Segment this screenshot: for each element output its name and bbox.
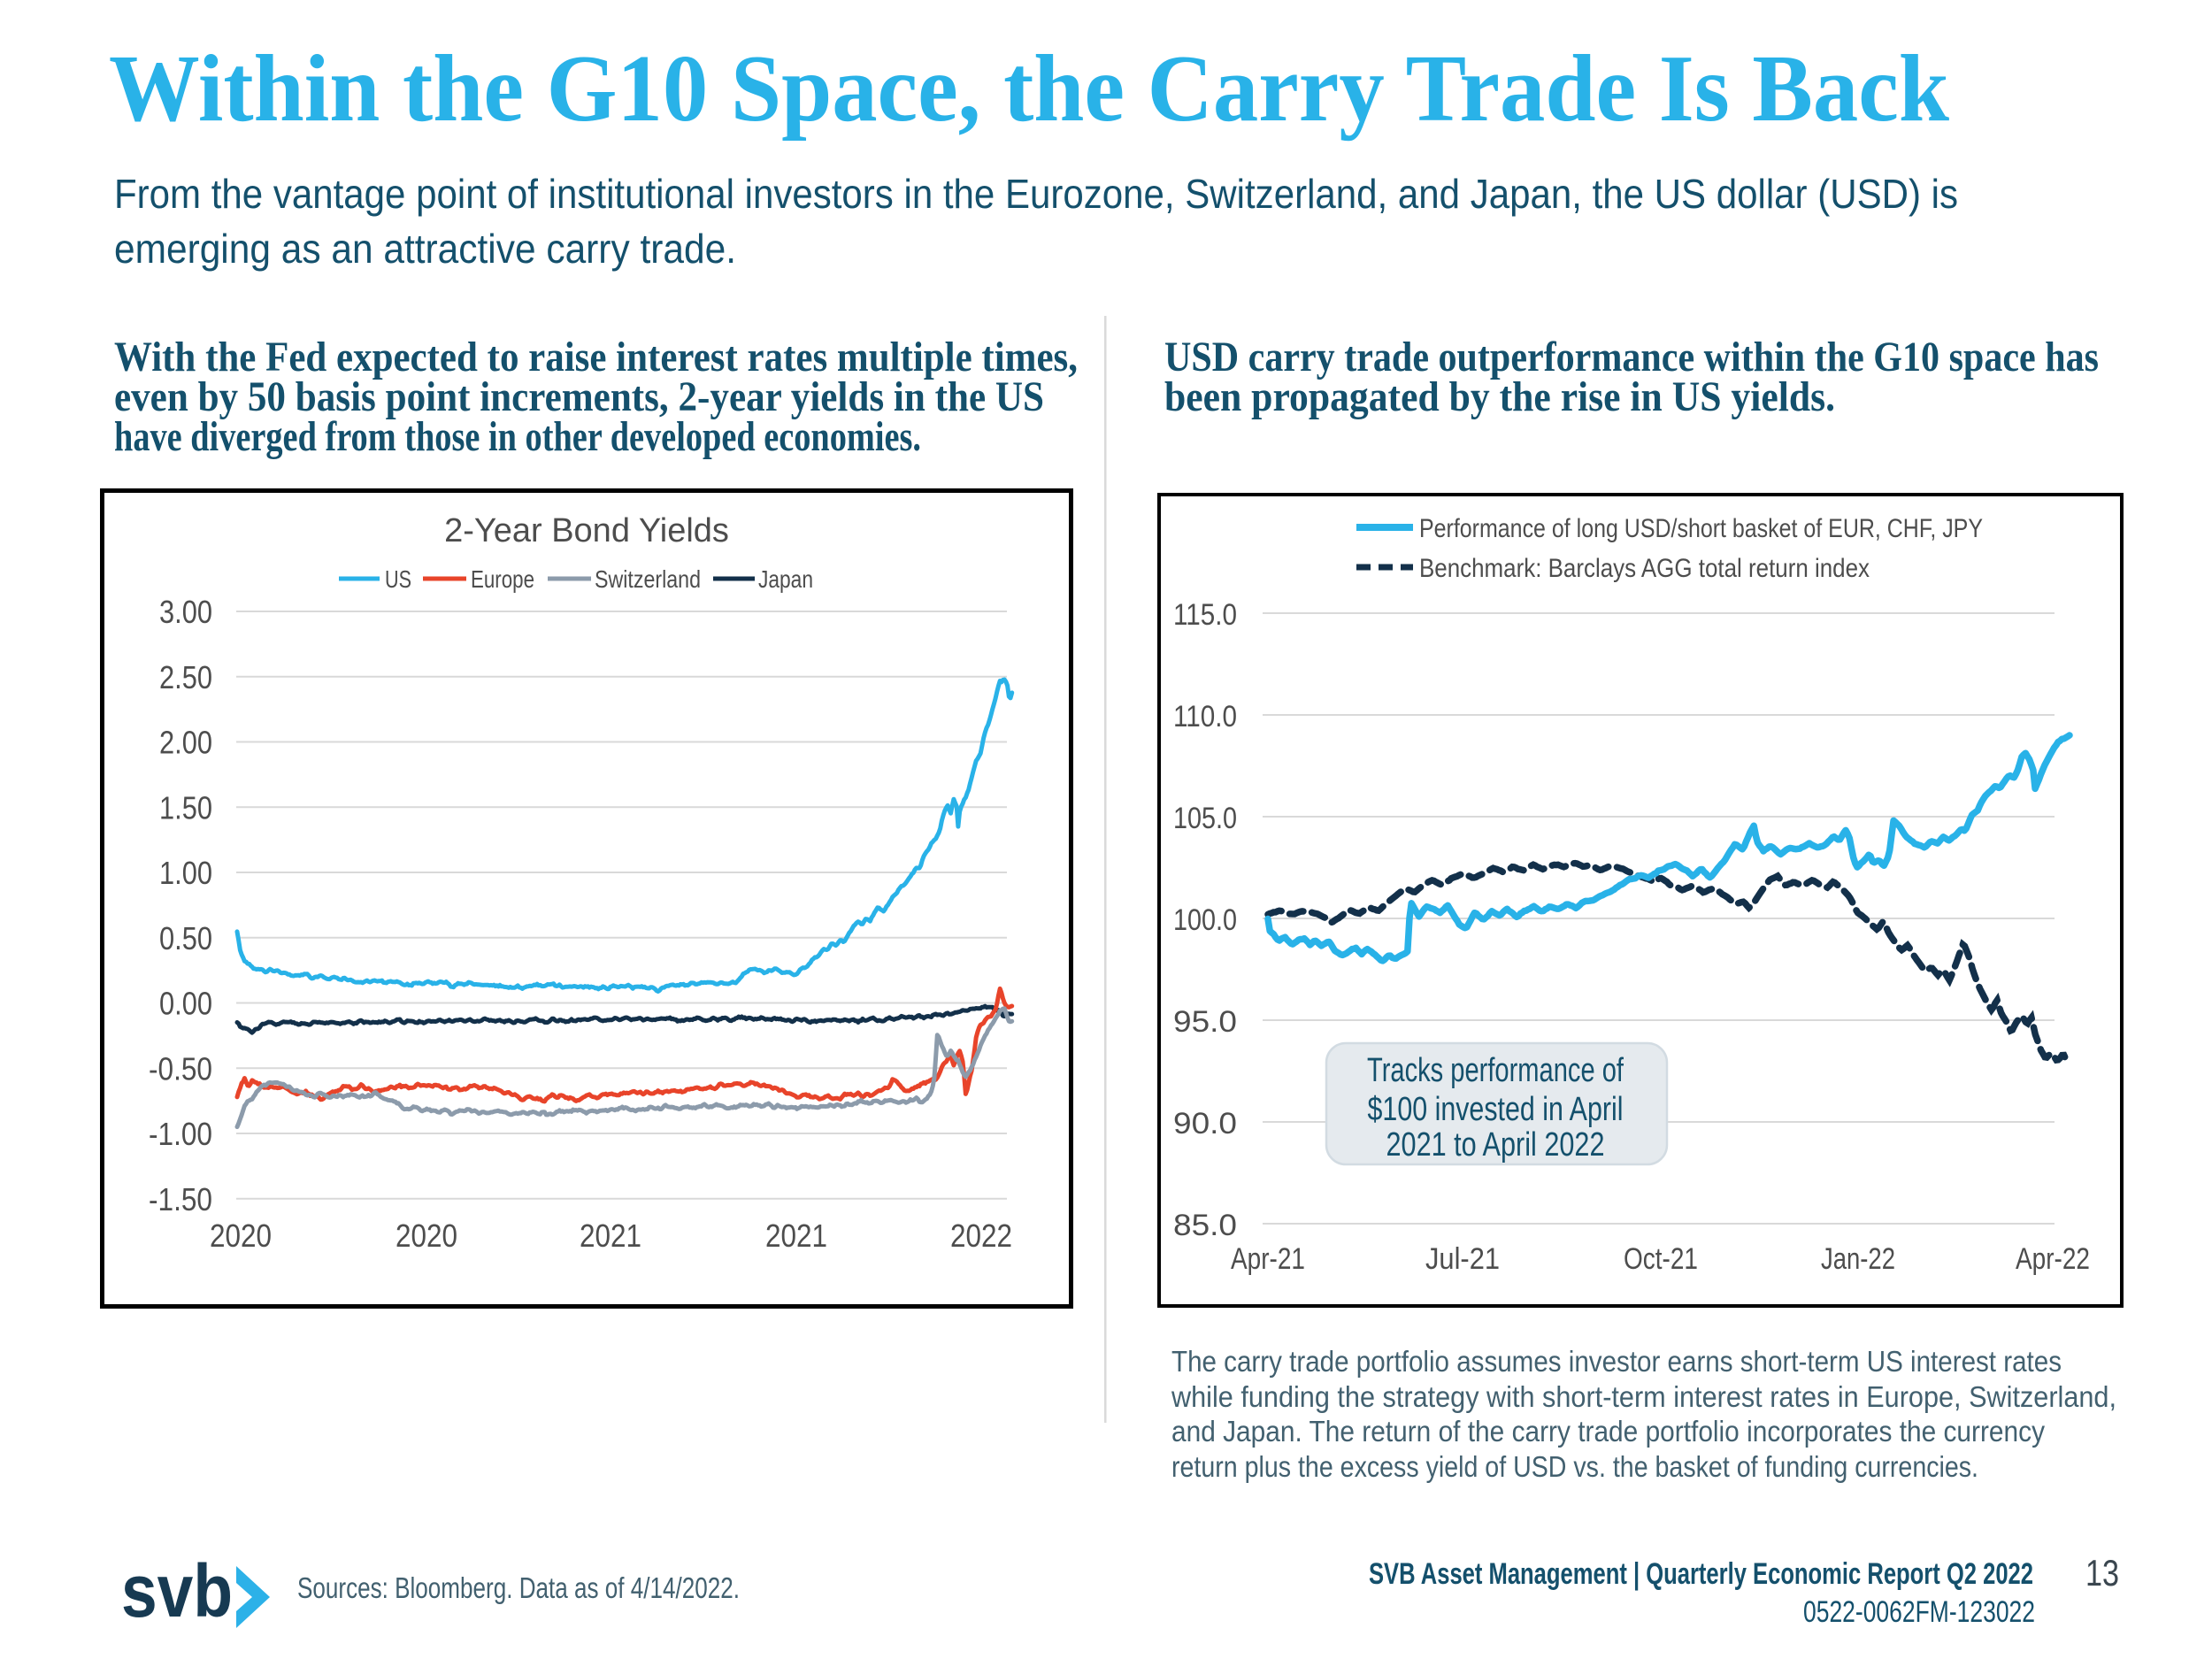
- svg-text:-0.50: -0.50: [149, 1050, 212, 1087]
- svg-text:2021: 2021: [765, 1217, 827, 1254]
- svg-text:-1.00: -1.00: [149, 1116, 212, 1152]
- svg-text:2022: 2022: [950, 1217, 1012, 1254]
- svg-text:105.0: 105.0: [1173, 802, 1237, 835]
- svg-text:95.0: 95.0: [1173, 1005, 1237, 1039]
- svg-text:1.00: 1.00: [159, 855, 212, 891]
- svg-text:0522-0062FM-123022: 0522-0062FM-123022: [1803, 1595, 2035, 1629]
- svg-text:Jul-21: Jul-21: [1425, 1242, 1500, 1276]
- svg-text:$100 invested in April: $100 invested in April: [1368, 1091, 1624, 1128]
- svg-text:have diverged from those in ot: have diverged from those in other develo…: [114, 413, 921, 460]
- svg-text:0.50: 0.50: [159, 920, 212, 956]
- svg-text:85.0: 85.0: [1173, 1209, 1237, 1242]
- svg-text:2.50: 2.50: [159, 659, 212, 695]
- svg-text:2020: 2020: [396, 1217, 457, 1254]
- svg-text:2021: 2021: [580, 1217, 641, 1254]
- svg-text:110.0: 110.0: [1173, 700, 1237, 733]
- svg-text:2.00: 2.00: [159, 725, 212, 761]
- svg-text:even by 50 basis point increme: even by 50 basis point increments, 2-yea…: [114, 373, 1044, 420]
- svg-text:Within the G10 Space, the Carr: Within the G10 Space, the Carry Trade Is…: [109, 36, 1949, 142]
- svg-text:From the vantage point of inst: From the vantage point of institutional …: [114, 171, 1958, 217]
- svg-text:Japan: Japan: [758, 565, 813, 593]
- svg-text:115.0: 115.0: [1173, 598, 1237, 632]
- svg-text:Sources: Bloomberg. Data as of: Sources: Bloomberg. Data as of 4/14/2022…: [297, 1571, 740, 1604]
- svg-text:SVB Asset Management | Quarter: SVB Asset Management | Quarterly Economi…: [1369, 1557, 2033, 1591]
- svg-text:90.0: 90.0: [1173, 1107, 1237, 1141]
- svg-text:Switzerland: Switzerland: [595, 565, 701, 593]
- svg-text:With the Fed expected to raise: With the Fed expected to raise interest …: [114, 334, 1078, 380]
- svg-text:The carry trade portfolio assu: The carry trade portfolio assumes invest…: [1171, 1345, 2062, 1378]
- svg-text:been propagated by the rise in: been propagated by the rise in US yields…: [1164, 373, 1835, 420]
- svg-text:Apr-22: Apr-22: [2016, 1242, 2090, 1276]
- svg-text:Tracks performance of: Tracks performance of: [1367, 1052, 1624, 1089]
- svg-text:while funding the strategy wit: while funding the strategy with short-te…: [1171, 1380, 2116, 1413]
- svg-text:2021 to April 2022: 2021 to April 2022: [1386, 1126, 1605, 1164]
- svg-text:2020: 2020: [210, 1217, 272, 1254]
- svg-text:3.00: 3.00: [159, 594, 212, 630]
- svg-text:2-Year Bond Yields: 2-Year Bond Yields: [444, 512, 729, 549]
- svg-text:emerging as an attractive carr: emerging as an attractive carry trade.: [114, 226, 736, 272]
- svg-text:1.50: 1.50: [159, 789, 212, 826]
- svg-text:Performance of long USD/short: Performance of long USD/short basket of …: [1419, 514, 1983, 543]
- svg-text:Jan-22: Jan-22: [1821, 1242, 1895, 1276]
- svg-text:USD carry trade outperformance: USD carry trade outperformance within th…: [1164, 334, 2099, 380]
- svg-text:100.0: 100.0: [1173, 903, 1237, 937]
- svg-text:-1.50: -1.50: [149, 1181, 212, 1217]
- svg-text:return plus the excess yield o: return plus the excess yield of USD vs. …: [1171, 1450, 1978, 1483]
- svg-text:0.00: 0.00: [159, 986, 212, 1022]
- svg-text:Benchmark: Barclays AGG total: Benchmark: Barclays AGG total return ind…: [1419, 554, 1870, 583]
- svg-text:Apr-21: Apr-21: [1231, 1242, 1305, 1276]
- svg-text:svb: svb: [121, 1549, 233, 1632]
- svg-text:and Japan. The return of the c: and Japan. The return of the carry trade…: [1171, 1415, 2045, 1448]
- svg-text:US: US: [385, 565, 411, 593]
- svg-text:Oct-21: Oct-21: [1624, 1242, 1698, 1276]
- svg-text:Europe: Europe: [471, 565, 534, 593]
- svg-text:13: 13: [2085, 1552, 2119, 1594]
